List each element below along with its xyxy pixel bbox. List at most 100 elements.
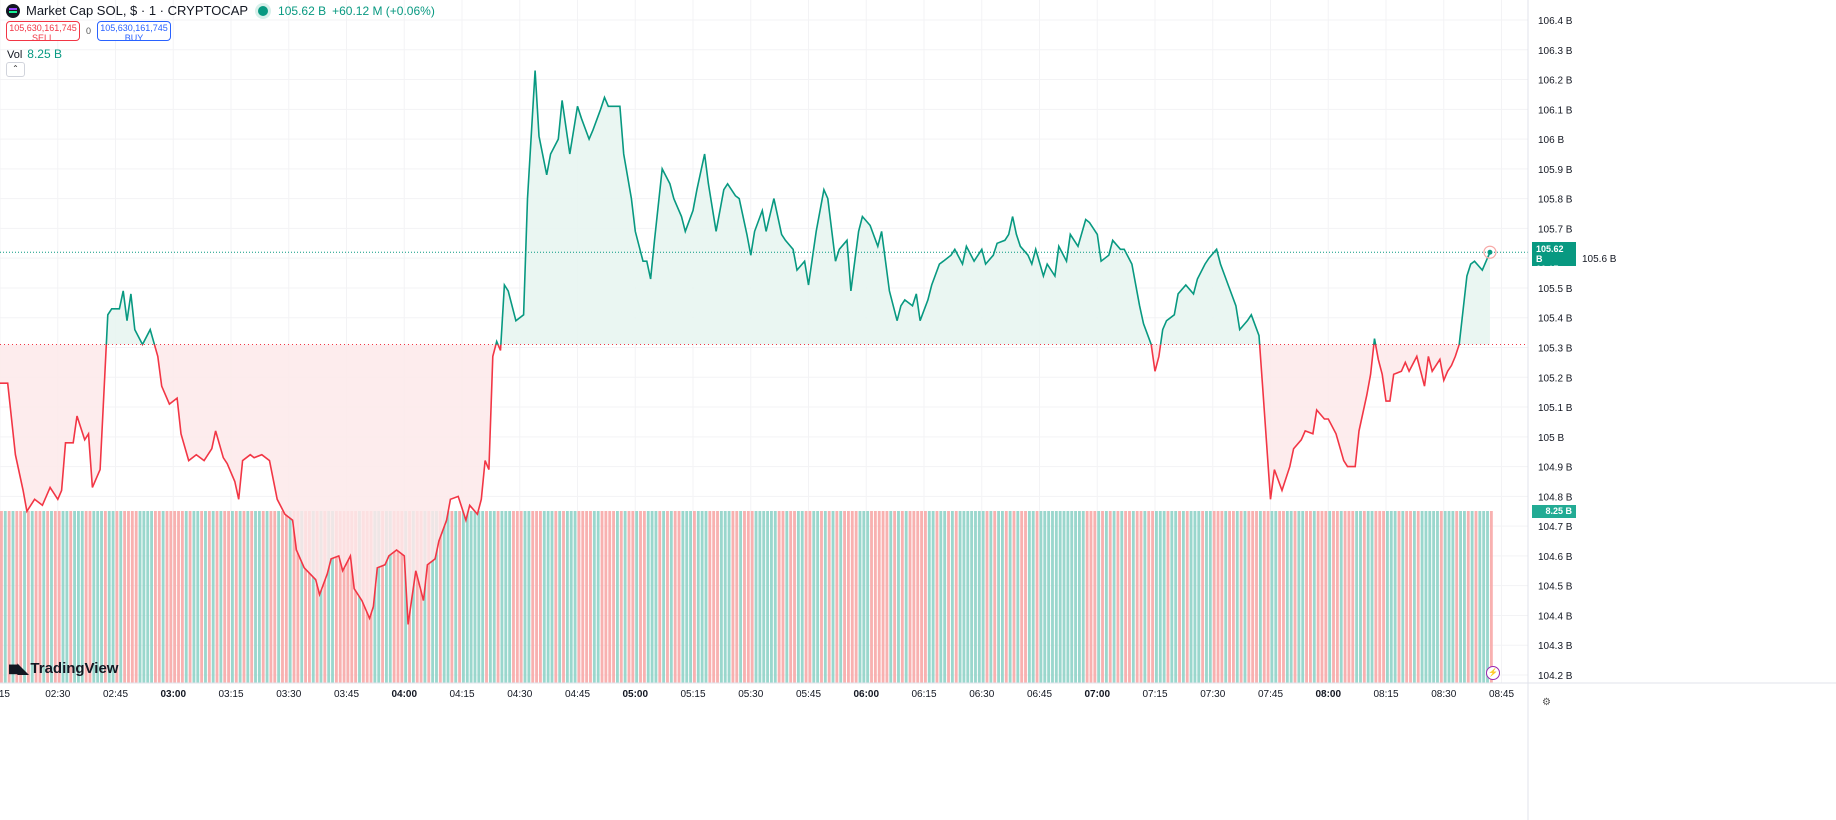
volume-bar	[1054, 511, 1058, 683]
volume-bar	[604, 511, 608, 683]
volume-bar	[1232, 511, 1235, 683]
volume-bar	[1335, 511, 1339, 683]
volume-bar	[685, 511, 689, 683]
volume-bar	[315, 511, 319, 683]
volume-bar	[1251, 511, 1255, 683]
volume-bar	[1366, 511, 1370, 683]
volume-bar	[816, 511, 820, 683]
buy-label: BUY	[124, 33, 144, 43]
symbol-title[interactable]: Market Cap SOL, $ · 1 · CRYPTOCAP	[26, 3, 249, 18]
volume-bar	[1439, 511, 1443, 683]
time-tick-label: 05:00	[622, 689, 648, 700]
volume-bar	[207, 511, 211, 683]
volume-bar	[858, 511, 862, 683]
volume-bar	[1262, 511, 1266, 683]
volume-bar	[962, 511, 966, 683]
volume-bar	[1297, 511, 1301, 683]
volume-bar	[273, 511, 277, 683]
volume-bar	[1001, 511, 1004, 683]
volume-bar	[789, 511, 793, 683]
buy-button[interactable]: 105,630,161,745 BUY	[97, 21, 172, 43]
volume-bar	[1058, 511, 1062, 683]
time-tick-label: 06:45	[1027, 689, 1052, 700]
volume-bar	[242, 511, 246, 683]
volume-bar	[1185, 511, 1189, 683]
volume-bar	[1266, 511, 1270, 683]
volume-bar	[42, 511, 46, 683]
volume-bar	[1416, 511, 1420, 683]
volume-bar	[1205, 511, 1208, 683]
volume-bar	[669, 511, 673, 683]
volume-bar	[1139, 511, 1143, 683]
volume-bar	[138, 511, 142, 683]
volume-bar	[1201, 511, 1205, 683]
volume-bar	[200, 511, 204, 683]
volume-bar	[435, 511, 438, 683]
volume-bar	[11, 511, 15, 683]
volume-bar	[1228, 511, 1231, 683]
sell-button[interactable]: 105,630,161,745 SELL	[6, 21, 80, 43]
volume-bar	[1089, 511, 1093, 683]
time-tick-label: 07:00	[1084, 689, 1110, 700]
volume-bar	[96, 511, 100, 683]
volume-bar	[1020, 511, 1024, 683]
volume-bar	[623, 511, 627, 683]
volume-bar	[515, 511, 519, 683]
collapse-legend-button[interactable]: ⌃	[6, 62, 25, 77]
volume-bar	[727, 511, 731, 683]
volume-bar	[130, 511, 134, 683]
time-scale[interactable]: 2:15 02:30 02:45 03:00 03:15 03:30 03:45 04:00 0…	[0, 682, 1836, 700]
tradingview-logo[interactable]: ◼◣ TradingView	[8, 660, 118, 677]
volume-bar	[308, 511, 311, 683]
volume-bar	[1093, 511, 1097, 683]
volume-bar	[873, 511, 877, 683]
volume-bar	[1347, 511, 1351, 683]
last-price-pulse	[1483, 245, 1497, 259]
volume-bar	[812, 511, 816, 683]
volume-bar	[1016, 511, 1020, 683]
market-status-icon[interactable]	[258, 5, 269, 16]
volume-bar	[19, 511, 23, 683]
price-tick-label: 104.6 B	[1538, 552, 1573, 563]
volume-bar	[446, 511, 450, 683]
volume-bar	[250, 511, 254, 683]
volume-bar	[1470, 511, 1474, 683]
volume-bar	[654, 511, 658, 683]
price-scale[interactable]: 106.4 B 106.3 B 106.2 B 106.1 B 106 B 105.9 B…	[1527, 0, 1617, 820]
volume-bar	[350, 511, 354, 683]
volume-bar	[3, 511, 7, 683]
volume-bar	[977, 511, 981, 683]
tradingview-logo-icon: ◼◣	[8, 660, 28, 676]
last-price-tag-value: 105.62 B	[1536, 244, 1564, 264]
volume-bar	[1170, 511, 1174, 683]
volume-bar	[562, 511, 565, 683]
volume-bar	[173, 511, 177, 683]
volume-bar	[820, 511, 823, 683]
volume-bar	[1428, 511, 1432, 683]
volume-bar	[1031, 511, 1035, 683]
lightning-icon[interactable]: ⚡	[1486, 666, 1500, 680]
volume-bar	[254, 511, 257, 683]
volume-label: Vol	[7, 49, 23, 61]
volume-bar	[1155, 511, 1158, 683]
buy-price: 105,630,161,745	[100, 23, 168, 33]
volume-bar	[215, 511, 219, 683]
volume-bar	[161, 511, 165, 683]
volume-bar	[804, 511, 808, 683]
settings-gear-icon[interactable]: ⚙	[1542, 697, 1551, 708]
volume-bar	[92, 511, 96, 683]
volume-bar	[881, 511, 885, 683]
volume-bar	[1101, 511, 1104, 683]
volume-bar	[1027, 511, 1031, 683]
time-tick-label: 08:30	[1431, 689, 1456, 700]
volume-bar	[762, 511, 766, 683]
time-tick-label: 07:15	[1142, 689, 1167, 700]
volume-bar	[596, 511, 600, 683]
volume-bar	[785, 511, 789, 683]
volume-bar	[354, 511, 358, 683]
volume-bar	[1062, 511, 1066, 683]
volume-bar	[1309, 511, 1312, 683]
volume-bar	[431, 511, 435, 683]
time-tick-label: 05:30	[738, 689, 763, 700]
